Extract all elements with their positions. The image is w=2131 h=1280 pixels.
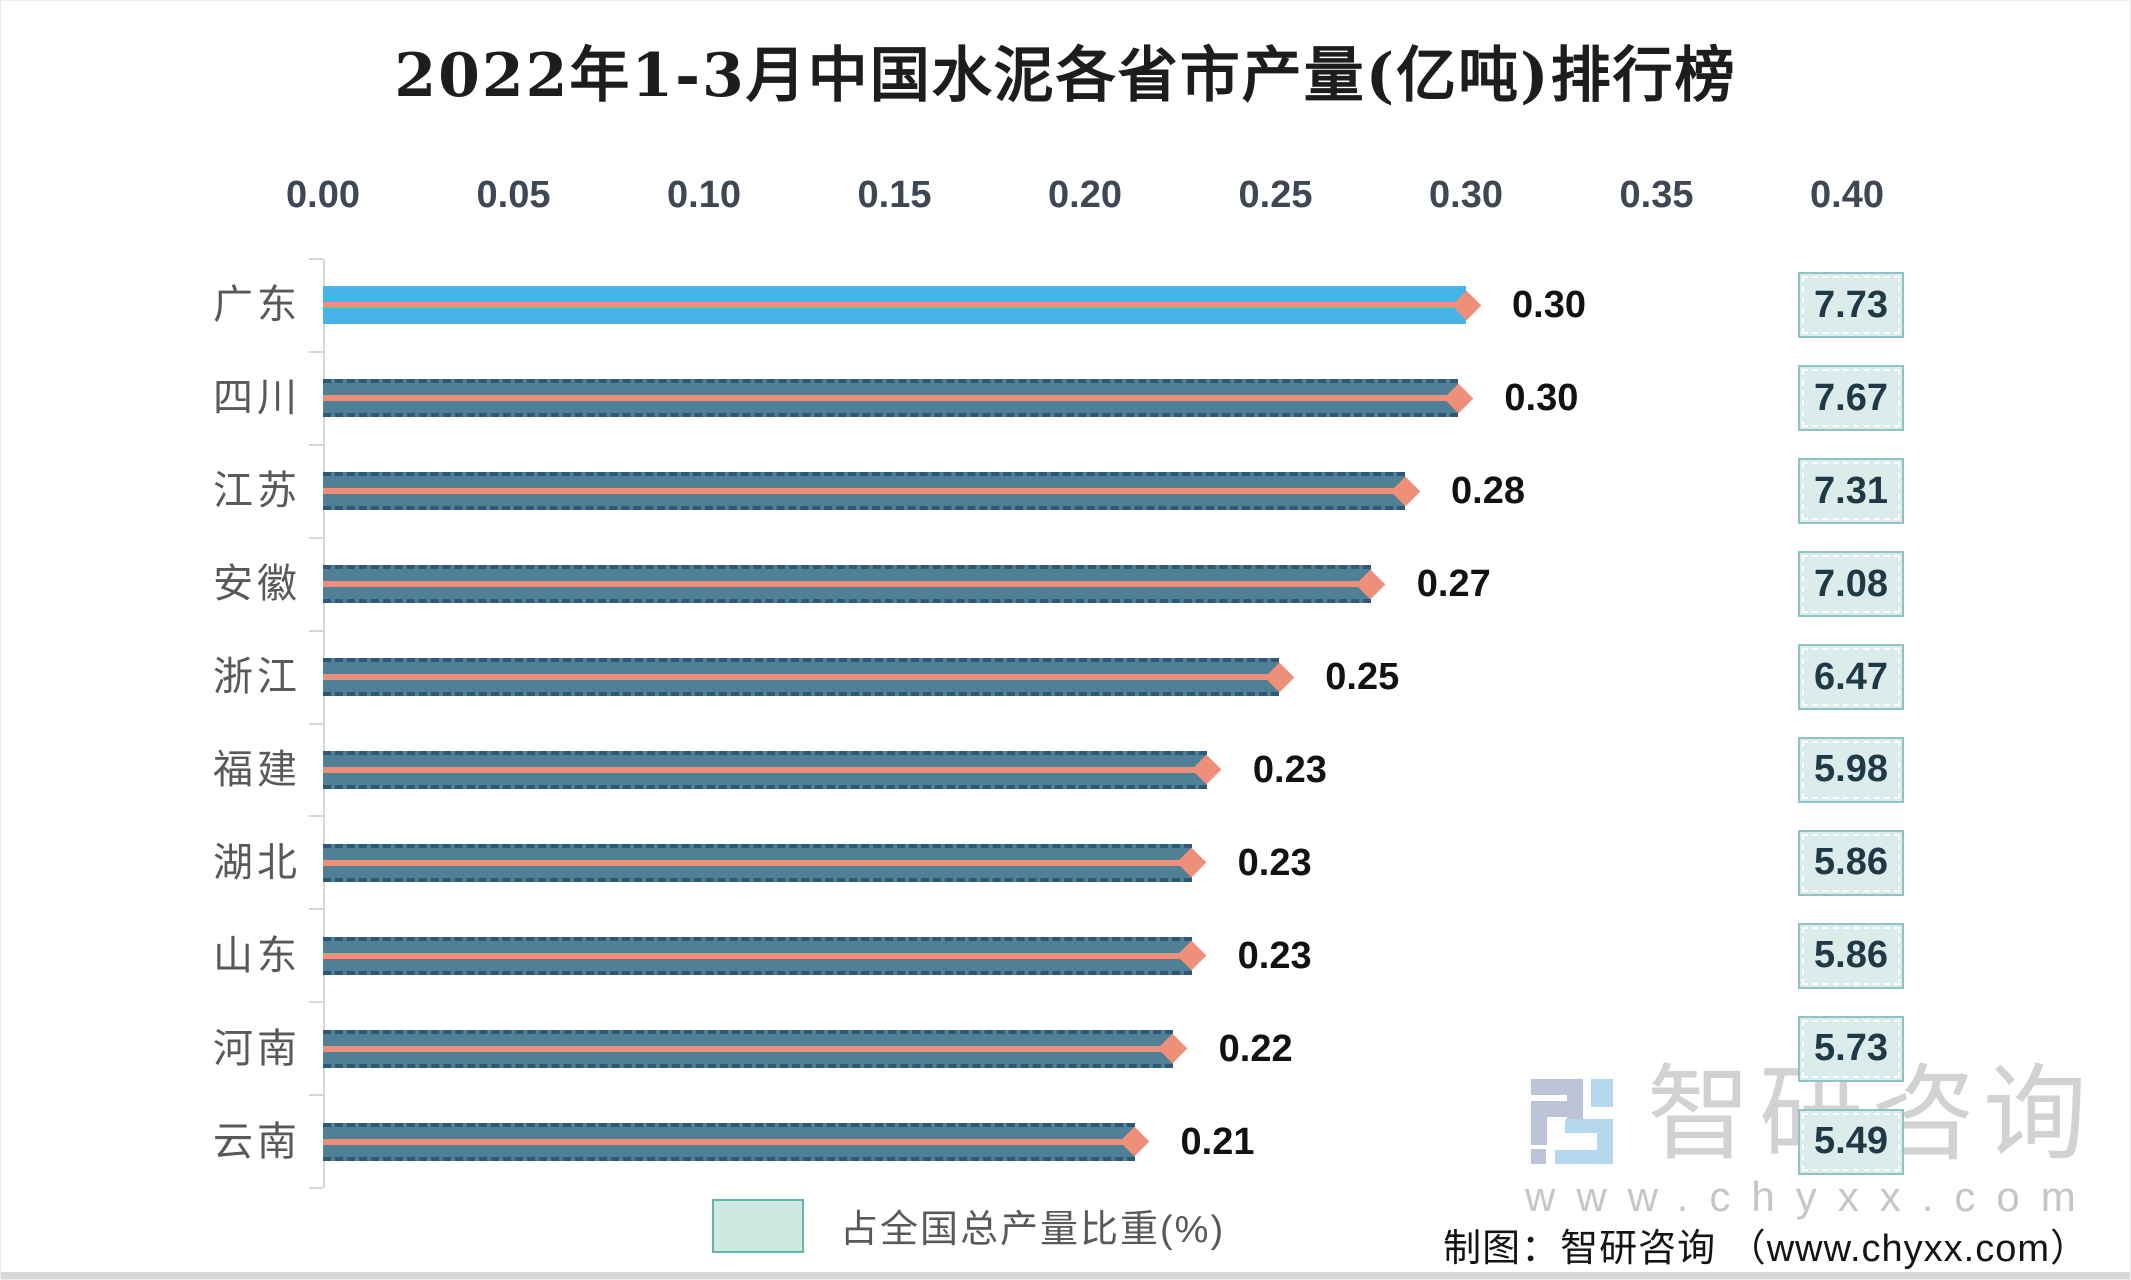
x-tick-label: 0.00 bbox=[286, 174, 360, 216]
share-line bbox=[323, 766, 1207, 773]
share-line bbox=[323, 859, 1192, 866]
category-label: 浙江 bbox=[213, 655, 301, 700]
footer-credit: 制图：智研咨询 （www.chyxx.com） bbox=[1443, 1228, 2089, 1270]
legend: 占全国总产量比重(%) bbox=[712, 1198, 1225, 1253]
y-axis-tick bbox=[309, 815, 323, 818]
share-value-box: 5.98 bbox=[1798, 736, 1904, 803]
watermark-url: www.chyxx.com bbox=[1525, 1173, 2097, 1220]
category-label: 广东 bbox=[213, 283, 301, 328]
x-tick-label: 0.35 bbox=[1619, 174, 1694, 216]
share-value-text: 7.08 bbox=[1802, 555, 1900, 614]
y-axis-tick bbox=[309, 1187, 323, 1189]
bar-value-label: 0.23 bbox=[1237, 841, 1312, 884]
bar-value-label: 0.23 bbox=[1237, 934, 1312, 977]
share-value-text: 7.73 bbox=[1802, 276, 1900, 335]
share-line bbox=[323, 488, 1406, 495]
category-label: 云南 bbox=[213, 1119, 301, 1164]
y-axis-tick bbox=[309, 908, 323, 911]
y-axis-tick bbox=[309, 1094, 323, 1097]
share-line bbox=[323, 302, 1466, 309]
bar-value-label: 0.30 bbox=[1512, 284, 1586, 327]
y-axis-tick bbox=[309, 629, 323, 632]
legend-swatch bbox=[712, 1198, 804, 1253]
y-axis-tick bbox=[309, 722, 323, 725]
x-tick-label: 0.25 bbox=[1238, 174, 1313, 216]
x-tick-label: 0.05 bbox=[476, 174, 551, 216]
share-line bbox=[323, 1045, 1173, 1052]
share-value-box: 5.73 bbox=[1798, 1015, 1904, 1082]
y-axis-tick bbox=[309, 350, 323, 353]
bar-value-label: 0.25 bbox=[1325, 656, 1400, 699]
share-line bbox=[323, 581, 1371, 588]
bar-value-label: 0.30 bbox=[1504, 377, 1579, 420]
category-label: 安徽 bbox=[213, 562, 301, 607]
category-label: 福建 bbox=[213, 747, 301, 792]
bar-value-label: 0.23 bbox=[1252, 748, 1327, 791]
bar-value-label: 0.21 bbox=[1180, 1120, 1255, 1163]
x-tick-label: 0.15 bbox=[857, 174, 932, 216]
x-tick-label: 0.10 bbox=[667, 174, 741, 216]
share-value-box: 5.86 bbox=[1798, 829, 1904, 896]
y-axis-tick bbox=[309, 443, 323, 446]
y-axis-line bbox=[323, 259, 325, 1188]
bar-value-label: 0.22 bbox=[1218, 1027, 1293, 1070]
x-tick-label: 0.40 bbox=[1810, 174, 1884, 216]
share-value-box: 6.47 bbox=[1798, 644, 1904, 711]
share-value-box: 7.08 bbox=[1798, 551, 1904, 618]
category-label: 山东 bbox=[213, 933, 301, 978]
y-axis-tick bbox=[309, 258, 323, 260]
chart-title: 2022年1-3月中国水泥各省市产量(亿吨)排行榜 bbox=[394, 41, 1737, 111]
category-label: 江苏 bbox=[213, 469, 301, 514]
share-value-box: 5.86 bbox=[1798, 922, 1904, 989]
share-value-text: 6.47 bbox=[1802, 648, 1900, 707]
x-tick-label: 0.20 bbox=[1048, 174, 1122, 216]
share-value-box: 7.73 bbox=[1798, 272, 1904, 339]
share-value-box: 7.67 bbox=[1798, 365, 1904, 432]
x-tick-label: 0.30 bbox=[1429, 174, 1503, 216]
y-axis-tick bbox=[309, 1001, 323, 1004]
category-label: 湖北 bbox=[213, 840, 301, 885]
bar-value-label: 0.27 bbox=[1416, 563, 1491, 606]
share-value-text: 5.86 bbox=[1802, 926, 1900, 985]
share-value-box: 5.49 bbox=[1798, 1108, 1904, 1175]
category-label: 四川 bbox=[213, 376, 301, 421]
share-value-text: 5.73 bbox=[1802, 1019, 1900, 1078]
y-axis-tick bbox=[309, 536, 323, 539]
share-line bbox=[323, 395, 1459, 402]
share-line bbox=[323, 1138, 1135, 1145]
share-line bbox=[323, 952, 1192, 959]
legend-label: 占全国总产量比重(%) bbox=[840, 1209, 1226, 1251]
share-line bbox=[323, 674, 1280, 681]
share-value-text: 5.49 bbox=[1802, 1112, 1900, 1171]
category-label: 河南 bbox=[213, 1026, 301, 1071]
bottom-edge-strip bbox=[1, 1272, 2130, 1279]
share-value-text: 7.67 bbox=[1802, 369, 1900, 428]
share-value-text: 5.86 bbox=[1802, 833, 1900, 892]
bar-value-label: 0.28 bbox=[1451, 470, 1525, 513]
share-value-box: 7.31 bbox=[1798, 458, 1904, 525]
zhiyan-logo-icon bbox=[1531, 1079, 1613, 1164]
share-value-text: 7.31 bbox=[1802, 462, 1900, 521]
share-value-text: 5.98 bbox=[1802, 740, 1900, 799]
